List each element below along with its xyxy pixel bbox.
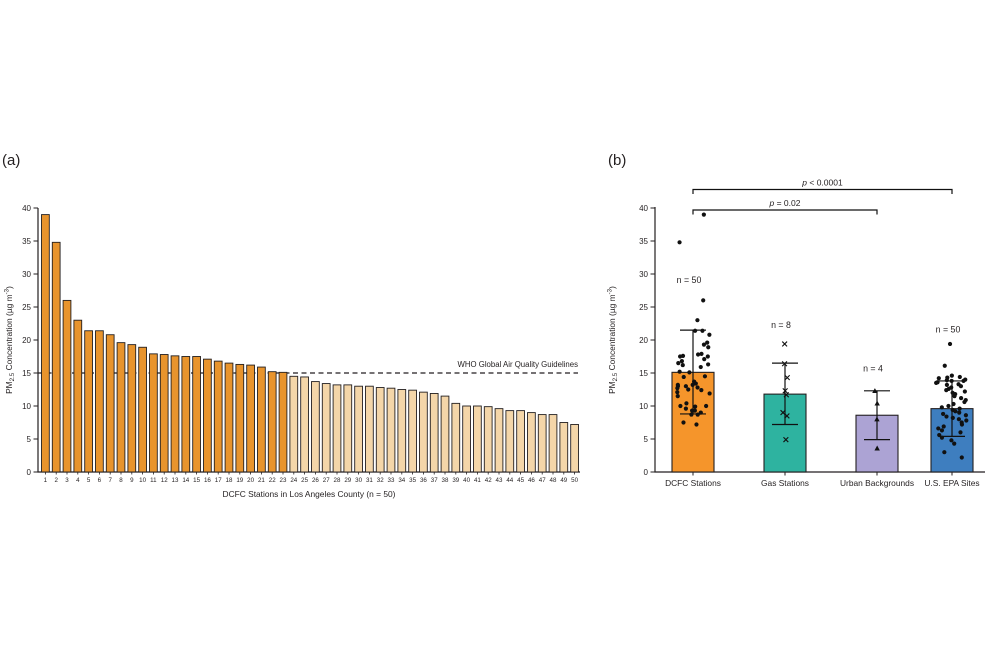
svg-text:31: 31 xyxy=(366,477,373,484)
svg-text:15: 15 xyxy=(639,369,648,378)
n-count-label: n = 50 xyxy=(936,325,961,335)
svg-text:36: 36 xyxy=(420,477,427,484)
svg-text:17: 17 xyxy=(215,477,222,484)
svg-text:0: 0 xyxy=(644,468,649,477)
svg-text:11: 11 xyxy=(150,477,157,484)
svg-text:30: 30 xyxy=(22,270,31,279)
site-comparison-bar-chart: 0 5 10 15 20 25 30 35 40 n = 50 DCFC Stations n = 8… xyxy=(607,178,985,488)
svg-text:9: 9 xyxy=(130,477,134,484)
svg-text:35: 35 xyxy=(409,477,416,484)
svg-text:30: 30 xyxy=(639,270,648,279)
chart-b-yaxis-title: PM2.5 Concentration (µg m-3) xyxy=(607,286,620,394)
svg-text:22: 22 xyxy=(269,477,276,484)
svg-text:47: 47 xyxy=(539,477,546,484)
svg-text:7: 7 xyxy=(108,477,112,484)
svg-text:4: 4 xyxy=(76,477,80,484)
svg-text:30: 30 xyxy=(355,477,362,484)
svg-text:33: 33 xyxy=(388,477,395,484)
svg-text:5: 5 xyxy=(27,435,32,444)
panel-a: (a) 0 5 10 15 20 25 30 35 40 WHO Global Air Quali… xyxy=(0,150,600,520)
category-label: Urban Backgrounds xyxy=(840,478,914,488)
svg-text:20: 20 xyxy=(639,336,648,345)
svg-text:5: 5 xyxy=(644,435,649,444)
svg-text:46: 46 xyxy=(528,477,535,484)
svg-text:44: 44 xyxy=(506,477,513,484)
svg-text:20: 20 xyxy=(22,336,31,345)
svg-text:25: 25 xyxy=(301,477,308,484)
svg-text:35: 35 xyxy=(22,237,31,246)
svg-text:40: 40 xyxy=(463,477,470,484)
svg-text:2: 2 xyxy=(54,477,58,484)
svg-text:0: 0 xyxy=(27,468,32,477)
svg-text:12: 12 xyxy=(161,477,168,484)
chart-a-xaxis-title: DCFC Stations in Los Angeles County (n =… xyxy=(223,489,396,499)
svg-text:49: 49 xyxy=(560,477,567,484)
svg-text:6: 6 xyxy=(98,477,102,484)
svg-text:13: 13 xyxy=(172,477,179,484)
svg-text:26: 26 xyxy=(312,477,319,484)
panel-b: (b) 0 5 10 15 20 25 30 35 40 n = 50 DCFC Stations n… xyxy=(600,150,1000,520)
chart-a-yaxis-title: PM2.5 Concentration (µg m-3) xyxy=(4,286,17,394)
svg-text:3: 3 xyxy=(65,477,69,484)
svg-text:40: 40 xyxy=(639,204,648,213)
svg-text:37: 37 xyxy=(431,477,438,484)
category-label: DCFC Stations xyxy=(665,478,721,488)
svg-text:15: 15 xyxy=(22,369,31,378)
svg-text:19: 19 xyxy=(236,477,243,484)
svg-text:35: 35 xyxy=(639,237,648,246)
svg-text:14: 14 xyxy=(182,477,189,484)
svg-text:29: 29 xyxy=(344,477,351,484)
svg-text:38: 38 xyxy=(442,477,449,484)
svg-text:10: 10 xyxy=(139,477,146,484)
svg-text:21: 21 xyxy=(258,477,265,484)
svg-text:15: 15 xyxy=(193,477,200,484)
svg-text:5: 5 xyxy=(87,477,91,484)
svg-text:24: 24 xyxy=(290,477,297,484)
svg-text:20: 20 xyxy=(247,477,254,484)
svg-text:23: 23 xyxy=(280,477,287,484)
who-guideline-label: WHO Global Air Quality Guidelines xyxy=(458,360,579,369)
svg-text:25: 25 xyxy=(22,303,31,312)
svg-text:45: 45 xyxy=(517,477,524,484)
svg-text:10: 10 xyxy=(639,402,648,411)
svg-text:25: 25 xyxy=(639,303,648,312)
n-count-label: n = 8 xyxy=(771,320,791,330)
svg-text:43: 43 xyxy=(496,477,503,484)
category-label: Gas Stations xyxy=(761,478,809,488)
svg-text:48: 48 xyxy=(550,477,557,484)
category-label: U.S. EPA Sites xyxy=(924,478,979,488)
panel-a-label: (a) xyxy=(2,152,21,169)
svg-text:28: 28 xyxy=(334,477,341,484)
p-value-label: p = 0.02 xyxy=(769,198,801,208)
svg-text:32: 32 xyxy=(377,477,384,484)
panel-b-label: (b) xyxy=(608,152,627,169)
svg-text:8: 8 xyxy=(119,477,123,484)
n-count-label: n = 4 xyxy=(863,364,883,374)
svg-text:18: 18 xyxy=(226,477,233,484)
svg-text:16: 16 xyxy=(204,477,211,484)
svg-text:42: 42 xyxy=(485,477,492,484)
n-count-label: n = 50 xyxy=(677,275,702,285)
p-value-label: p < 0.0001 xyxy=(801,178,843,188)
svg-text:34: 34 xyxy=(398,477,405,484)
svg-text:41: 41 xyxy=(474,477,481,484)
svg-text:50: 50 xyxy=(571,477,578,484)
svg-text:1: 1 xyxy=(44,477,48,484)
svg-text:10: 10 xyxy=(22,402,31,411)
svg-text:39: 39 xyxy=(452,477,459,484)
svg-text:40: 40 xyxy=(22,204,31,213)
svg-text:27: 27 xyxy=(323,477,330,484)
